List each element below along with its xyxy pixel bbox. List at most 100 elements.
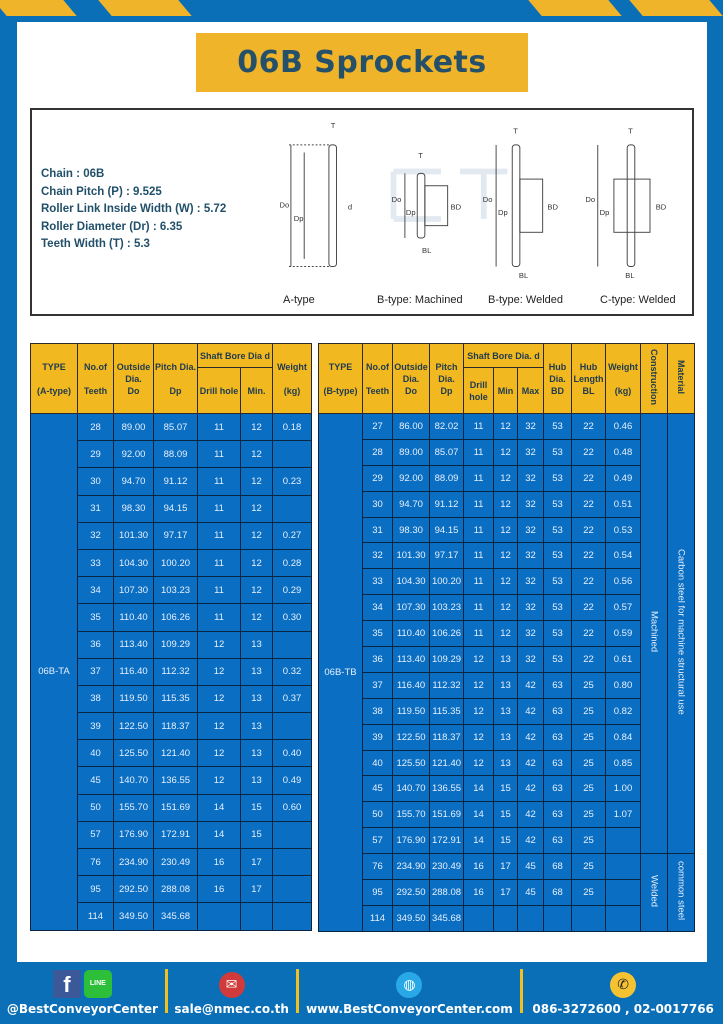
table-row: 39 122.50 118.37 12 13 xyxy=(31,712,313,741)
spec-roller-diameter: Roller Diameter (Dr) : 6.35 xyxy=(41,220,183,233)
spec-inside-width: Roller Link Inside Width (W) : 5.72 xyxy=(41,203,227,215)
cell-bore-min: 15 xyxy=(239,793,274,822)
table-row: 30 94.70 91.12 11 12 0.23 xyxy=(31,467,313,496)
cell-outside-dia: 113.40 xyxy=(392,646,430,673)
cell-weight: 0.23 xyxy=(272,467,313,496)
sprocket-diagrams: Do Dp T d Do Dp T BD BL Do Dp T BD BL Do xyxy=(280,121,667,280)
header-drill-hole: Drill hole xyxy=(197,367,241,414)
cell-teeth: 28 xyxy=(362,438,393,466)
label-bl: BL xyxy=(519,271,528,280)
cell-pitch-dia: 94.15 xyxy=(153,494,198,523)
cell-hub-length: 25 xyxy=(571,749,606,777)
cell-weight: 0.40 xyxy=(272,739,313,768)
email-link[interactable]: sale@nmec.co.th xyxy=(174,1002,289,1016)
website-link[interactable]: www.BestConveyorCenter.com xyxy=(306,1002,513,1016)
table-row: 50 155.70 151.69 14 15 0.60 xyxy=(31,793,313,822)
table-row: 06B-TB 27 86.00 82.02 11 12 32 53 22 0.46 Machined… xyxy=(318,412,695,932)
cell-teeth: 37 xyxy=(362,671,393,699)
cell-pitch-dia: 118.37 xyxy=(153,712,198,741)
header-pitch-dia: Pitch Dia. Dp xyxy=(153,343,198,414)
cell-pitch-dia: 115.35 xyxy=(429,697,464,725)
cell-teeth: 38 xyxy=(77,684,114,714)
cell-hub-length: 22 xyxy=(571,490,606,518)
cell-drill-hole: 14 xyxy=(197,793,241,822)
cell-weight: 0.32 xyxy=(272,657,313,686)
spec-pitch: Chain Pitch (P) : 9.525 xyxy=(41,185,162,198)
cell-bore-min: 12 xyxy=(239,412,274,442)
cell-weight xyxy=(605,827,641,855)
cell-bore-max: 42 xyxy=(517,697,544,725)
social-handle[interactable]: @BestConveyorCenter xyxy=(6,1002,158,1016)
cell-pitch-dia: 121.40 xyxy=(153,739,198,768)
caption-b-welded: B-type: Welded xyxy=(488,294,564,306)
table-row: 39 122.50 118.37 12 13 42 63 25 0.84 xyxy=(319,723,695,751)
cell-weight: 0.61 xyxy=(605,646,641,673)
table-row: 35 110.40 106.26 11 12 32 53 22 0.59 xyxy=(319,620,695,648)
cell-bore-min: 12 xyxy=(493,568,518,596)
header-type: TYPE (A-type) xyxy=(30,343,78,414)
cell-hub-dia: 63 xyxy=(543,801,572,829)
label-do: Do xyxy=(585,195,595,204)
cell-bore-min: 12 xyxy=(493,594,518,622)
cell-bore-max: 42 xyxy=(517,775,544,803)
cell-weight xyxy=(605,879,641,906)
cell-bore-max: 32 xyxy=(517,646,544,673)
cell-weight: 1.00 xyxy=(605,775,641,803)
cell-drill-hole: 11 xyxy=(463,516,494,544)
cell-bore-min: 17 xyxy=(239,875,274,904)
cell-hub-length: 25 xyxy=(571,723,606,751)
cell-teeth: 36 xyxy=(77,630,114,659)
cell-teeth: 35 xyxy=(362,620,393,648)
cell-pitch-dia: 230.49 xyxy=(153,847,198,877)
cell-drill-hole: 11 xyxy=(197,440,241,469)
footer-website[interactable]: ◍ www.BestConveyorCenter.com xyxy=(299,965,521,1024)
cell-hub-length: 22 xyxy=(571,438,606,466)
label-dp: Dp xyxy=(294,214,304,223)
cell-bore-min: 12 xyxy=(493,438,518,466)
label-t: T xyxy=(331,121,336,130)
cell-drill-hole xyxy=(197,902,241,931)
cell-pitch-dia: 172.91 xyxy=(429,827,464,855)
label-bl: BL xyxy=(422,246,431,255)
phone-number[interactable]: 086-3272600 , 02-0017766 xyxy=(532,1002,714,1016)
line-icon[interactable]: LINE xyxy=(83,970,112,998)
cell-weight xyxy=(272,440,313,469)
cell-bore-min: 17 xyxy=(493,879,518,906)
cell-pitch-dia: 85.07 xyxy=(153,412,198,442)
table-row: 37 116.40 112.32 12 13 42 63 25 0.80 xyxy=(319,671,695,699)
footer-email[interactable]: ✉ sale@nmec.co.th xyxy=(168,965,296,1024)
table-row: 06B-TA 28 89.00 85.07 11 12 0.18 xyxy=(30,412,313,931)
cell-pitch-dia: 82.02 xyxy=(429,413,464,440)
cell-drill-hole: 11 xyxy=(463,568,494,596)
cell-teeth: 34 xyxy=(362,594,393,622)
cell-bore-min: 15 xyxy=(493,827,518,855)
label-do: Do xyxy=(392,195,402,204)
cell-drill-hole: 11 xyxy=(197,548,241,578)
cell-hub-dia: 53 xyxy=(543,568,572,596)
cell-hub-length: 25 xyxy=(571,801,606,829)
cell-teeth: 33 xyxy=(77,548,114,578)
cell-hub-length: 25 xyxy=(571,671,606,699)
cell-weight: 0.49 xyxy=(272,766,313,795)
cell-bore-min xyxy=(493,904,518,932)
cell-teeth: 95 xyxy=(362,879,393,906)
cell-teeth: 33 xyxy=(362,568,393,596)
cell-drill-hole: 14 xyxy=(463,775,494,803)
cell-outside-dia: 116.40 xyxy=(113,657,154,686)
header-outside-dia: Outside Dia. Do xyxy=(113,343,154,414)
table-row: 30 94.70 91.12 11 12 32 53 22 0.51 xyxy=(319,490,695,518)
header-weight: Weight (kg) xyxy=(272,343,313,414)
table-row: 114 349.50 345.68 xyxy=(319,904,695,932)
cell-bore-max: 32 xyxy=(517,620,544,648)
cell-outside-dia: 155.70 xyxy=(113,793,154,822)
cell-pitch-dia: 109.29 xyxy=(429,646,464,673)
cell-bore-min: 12 xyxy=(239,521,274,550)
footer-phone[interactable]: ✆ 086-3272600 , 02-0017766 xyxy=(523,965,723,1024)
facebook-icon[interactable]: f xyxy=(52,970,81,998)
cell-pitch-dia: 112.32 xyxy=(153,657,198,686)
cell-pitch-dia: 106.26 xyxy=(153,603,198,632)
construction-label: Machined xyxy=(648,611,660,653)
spec-box: Chain : 06B Chain Pitch (P) : 9.525 Roll… xyxy=(30,108,694,316)
footer-social[interactable]: f LINE @BestConveyorCenter xyxy=(0,965,165,1024)
table-row: 50 155.70 151.69 14 15 42 63 25 1.07 xyxy=(319,801,695,829)
